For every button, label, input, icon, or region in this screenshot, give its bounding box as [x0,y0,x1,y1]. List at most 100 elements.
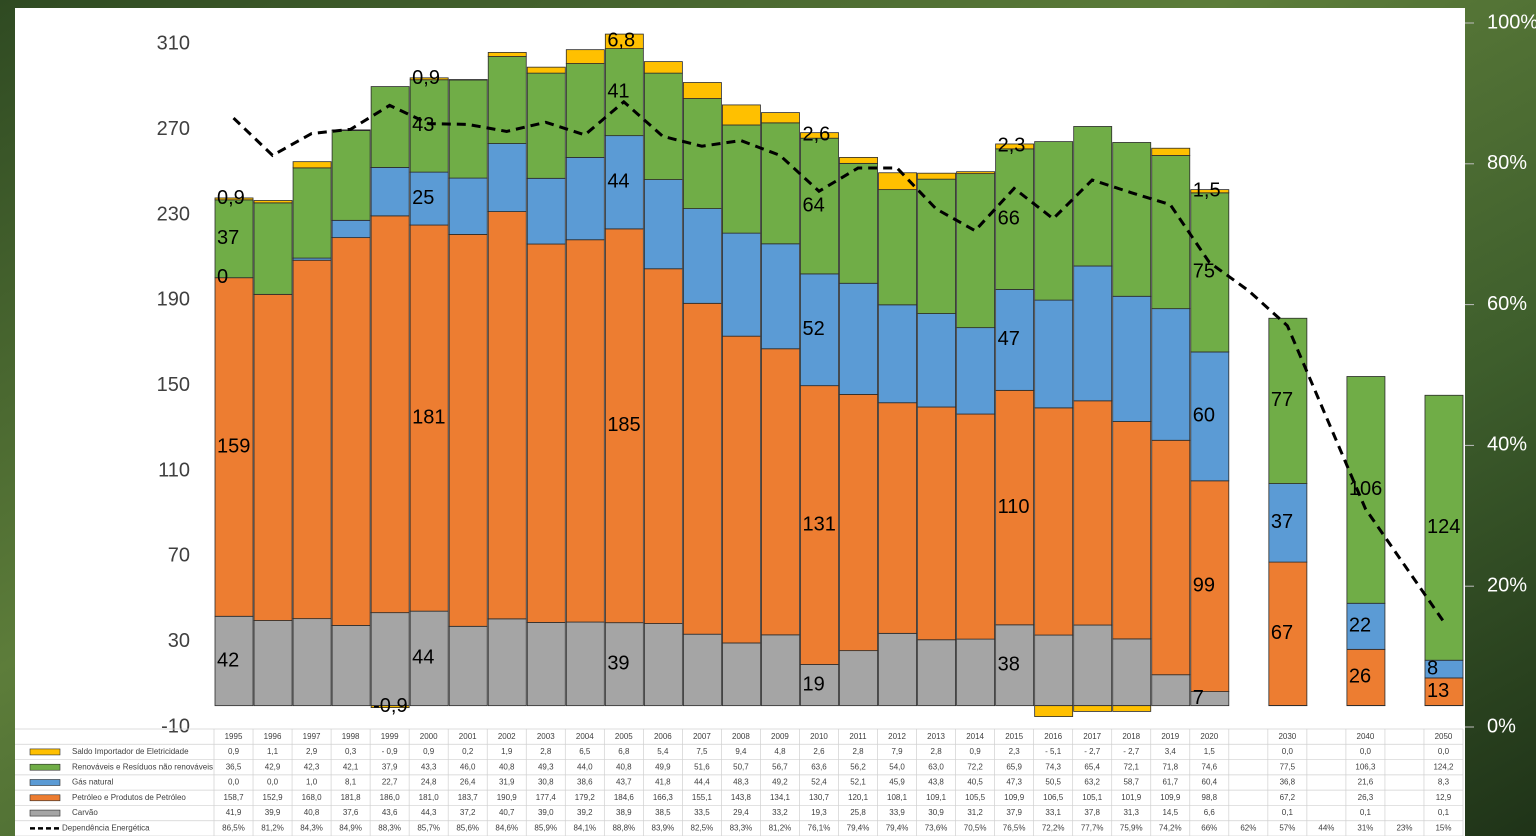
bar-segment [527,178,565,244]
bar-segment [488,52,526,56]
table-cell: 106,5 [1043,793,1064,802]
table-header: 2010 [810,732,828,741]
table-cell: 23% [1396,823,1412,832]
table-cell: 85,6% [456,823,479,832]
data-label: 13 [1427,680,1449,702]
table-cell: 70,5% [964,823,987,832]
bar-segment [879,403,917,634]
table-cell: 105,1 [1082,793,1103,802]
table-cell: 74,3 [1045,762,1061,771]
data-label: 25 [412,187,434,209]
table-cell: 71,8 [1162,762,1178,771]
data-label: 8 [1427,657,1438,679]
bar-segment [1152,675,1190,706]
table-cell: 33,2 [772,808,788,817]
table-cell: 30,8 [538,778,554,787]
table-cell: 0,2 [462,747,474,756]
data-label: 131 [802,513,835,535]
table-cell: 84,1% [573,823,596,832]
table-header: 1996 [264,732,282,741]
bar-segment [449,178,487,234]
table-cell: 63,0 [928,762,944,771]
data-label: 26 [1349,666,1371,688]
table-cell: 88,8% [612,823,635,832]
table-cell: 29,4 [733,808,749,817]
table-cell: 44,4 [694,778,710,787]
bar-segment [761,635,799,706]
bar-segment [879,305,917,403]
table-cell: 0,0 [228,778,240,787]
table-cell: 40,8 [304,808,320,817]
table-cell: 39,0 [538,808,554,817]
bar-segment [488,144,526,212]
table-cell: 0,1 [1282,808,1294,817]
chart: -1030701101501902302703100%20%40%60%80%1… [0,0,1536,836]
table-cell: 8,3 [1438,778,1450,787]
table-cell: 2,8 [540,747,552,756]
data-label: 64 [802,194,824,216]
legend-swatch [30,749,60,755]
table-cell: 0,1 [1360,808,1372,817]
legend-label: Dependência Energética [62,823,150,832]
bar-segment [761,349,799,635]
bar-segment [957,328,995,414]
bar-segment [566,622,604,706]
table-cell: 76,1% [808,823,831,832]
data-label: 52 [802,318,824,340]
y-tick-label: 310 [157,33,190,55]
bar-segment [1152,309,1190,441]
table-cell: 6,5 [579,747,591,756]
bar-segment [449,234,487,626]
bar-segment [1074,706,1112,712]
table-cell: 5,4 [657,747,669,756]
data-label: 22 [1349,615,1371,637]
table-cell: 49,2 [772,778,788,787]
y-tick-label: 270 [157,118,190,140]
table-cell: 143,8 [731,793,752,802]
bar-segment [332,238,370,626]
y2-tick-label: 60% [1487,293,1527,315]
bar-segment [1074,126,1112,266]
table-header: 2040 [1357,732,1375,741]
bar-segment [957,639,995,706]
table-cell: 43,6 [382,808,398,817]
y2-tick-label: 100% [1487,11,1536,33]
table-cell: 66% [1201,823,1217,832]
table-cell: 83,9% [652,823,675,832]
bar-segment [293,619,331,706]
bar-segment [840,157,878,163]
data-label: 37 [217,227,239,249]
table-cell: 47,3 [1006,778,1022,787]
bar-segment [1152,155,1190,308]
bar-segment [1035,408,1073,635]
y-tick-label: 230 [157,203,190,225]
bar-segment [527,244,565,622]
table-header: 2000 [420,732,438,741]
bar-segment [332,131,370,221]
table-cell: 44,0 [577,762,593,771]
bar-segment [957,172,995,174]
bar-segment [644,624,682,706]
table-cell: 52,4 [811,778,827,787]
legend-label: Carvão [72,808,98,817]
bar-segment [644,180,682,269]
table-cell: 184,6 [614,793,635,802]
table-cell: 85,9% [534,823,557,832]
data-label: 2,3 [998,135,1026,157]
table-cell: 57% [1279,823,1295,832]
page: {"chart_data": { "type": "bar", "stacked… [0,0,1536,836]
bar-segment [722,643,760,706]
legend-label: Saldo Importador de Eletricidade [72,747,189,756]
table-cell: 21,6 [1358,778,1374,787]
table-header: 2014 [966,732,984,741]
bar-segment [488,619,526,706]
bar-segment [449,80,487,178]
table-header: 2050 [1435,732,1453,741]
table-cell: 155,1 [692,793,713,802]
bar-segment [722,105,760,125]
bar-segment [1035,635,1073,706]
bar-segment [879,190,917,305]
table-cell: 22,7 [382,778,398,787]
table-cell: 15% [1435,823,1451,832]
bar-segment [371,613,409,706]
